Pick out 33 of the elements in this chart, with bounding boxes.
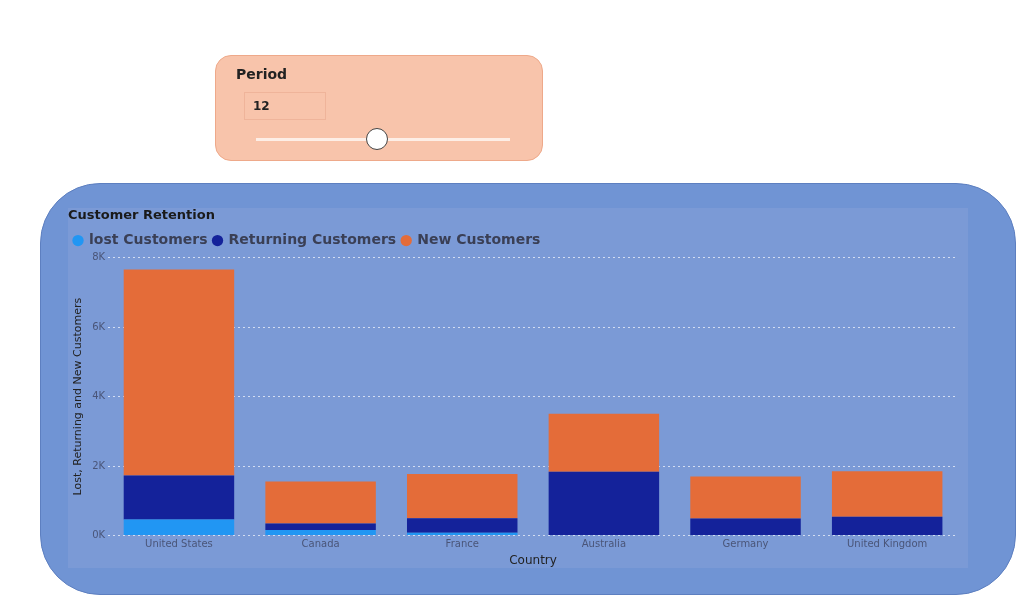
x-tick-label: France <box>445 538 479 550</box>
y-tick-label: 4K <box>92 390 106 402</box>
x-tick-label: United Kingdom <box>847 538 928 550</box>
bar <box>831 516 943 536</box>
bar <box>123 269 235 476</box>
legend-label: Returning Customers <box>228 231 397 248</box>
chart-title: Customer Retention <box>68 207 215 223</box>
y-tick-label: 2K <box>92 459 106 471</box>
bar <box>123 475 235 520</box>
x-tick-label: United States <box>145 538 213 550</box>
x-axis-title: Country <box>509 552 557 567</box>
bar <box>548 471 660 536</box>
bar <box>265 530 376 536</box>
y-tick-label: 8K <box>92 251 106 263</box>
bar <box>548 413 660 472</box>
y-tick-label: 6K <box>92 320 106 332</box>
legend-label: lost Customers <box>89 231 208 248</box>
bar <box>831 471 943 517</box>
x-tick-label: Australia <box>581 538 626 550</box>
bar <box>690 518 801 536</box>
bar <box>690 476 801 519</box>
bar <box>406 518 518 533</box>
x-tick-label: Germany <box>722 538 769 550</box>
bar <box>123 519 235 536</box>
text-field: 12 <box>244 92 326 120</box>
y-axis-title: Lost, Returning and New Customers <box>71 297 85 496</box>
y-tick-label: 0K <box>92 529 106 541</box>
x-tick-label: Canada <box>301 538 340 550</box>
bar <box>265 523 376 531</box>
slider-card: Period 12 <box>215 55 543 161</box>
legend-label: New Customers <box>417 231 541 248</box>
bar <box>406 474 518 519</box>
bar <box>265 481 376 524</box>
